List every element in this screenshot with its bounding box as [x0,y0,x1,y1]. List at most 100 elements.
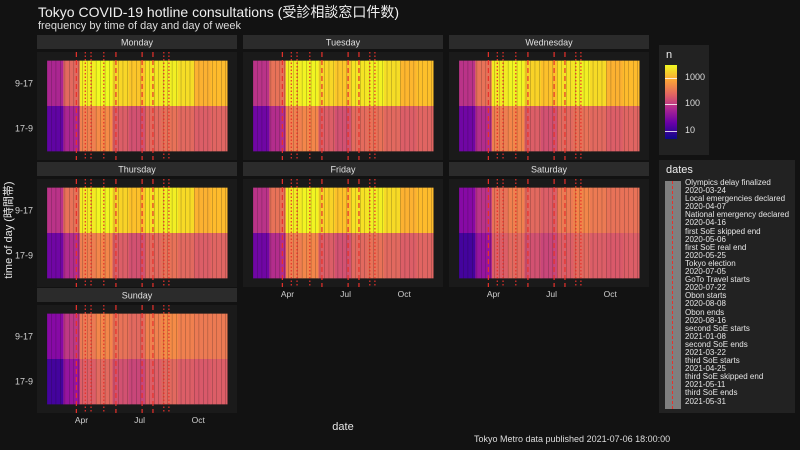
heat-cell [79,233,97,279]
heat-cell [524,187,542,233]
heat-cell [96,187,113,233]
heat-cell [145,359,163,405]
heat-cell [491,233,509,279]
heat-cell [128,60,146,106]
heat-cell [540,106,558,152]
x-tick-label: Oct [192,415,206,425]
y-tick-label: 9-17 [15,331,33,341]
facet-strip-label: Friday [330,165,356,175]
heat-cell [367,60,385,106]
dates-legend-date: 2020-08-16 [685,315,726,325]
y-tick-label: 9-17 [15,205,33,215]
heat-cell [285,187,303,233]
heat-cell [253,233,270,279]
heat-cell [573,60,591,106]
fill-legend-tick-label: 10 [685,124,696,135]
heat-cell [589,106,607,152]
facet-strip-label: Tuesday [326,38,361,48]
heat-cell [383,233,401,279]
dates-legend-label: second SoE starts [685,323,750,333]
heat-cell [177,106,195,152]
heat-cell [79,106,97,152]
dates-legend-date: 2021-04-25 [685,364,726,374]
facet-sunday: Sunday 9-17 17-9 Apr Jul Oct [15,288,237,425]
heat-cell [47,187,64,233]
heat-cell [573,106,591,152]
heat-cell [557,233,575,279]
heat-cell [334,233,352,279]
dates-legend-date: 2020-04-16 [685,218,726,228]
heat-cell [302,187,319,233]
heat-cell [269,187,287,233]
dates-legend-date: 2021-01-08 [685,331,726,341]
heat-cell [589,187,607,233]
dates-legend-label: Olympics delay finalized [685,178,771,187]
heat-cell [210,106,228,152]
x-tick-label: Apr [487,289,500,299]
dates-legend-date: 2020-07-22 [685,283,726,293]
heat-cell [400,106,418,152]
facet-strip-label: Wednesday [525,38,573,48]
heat-cell [334,106,352,152]
dates-legend-date: 2020-07-05 [685,267,726,277]
heat-cell [383,106,401,152]
fill-legend-tick-mark [665,104,677,106]
heat-cell [253,60,270,106]
heat-cell [269,106,287,152]
heat-cell [63,233,81,279]
heat-cell [194,313,212,359]
heat-cell [508,60,525,106]
heat-cell [302,233,319,279]
heat-cell [128,187,146,233]
heat-cell [540,233,558,279]
heat-cell [557,106,575,152]
heat-cell [416,187,434,233]
fill-legend-tick-mark [665,77,677,79]
heat-cell [161,106,179,152]
heat-cell [475,106,493,152]
heat-cell [508,187,525,233]
heat-cell [400,187,418,233]
fill-legend-colorbar [665,65,677,139]
heat-cell [491,60,509,106]
heat-cell [318,187,336,233]
heat-cell [63,313,81,359]
heat-cell [383,60,401,106]
heat-cell [589,60,607,106]
dates-legend-label: Local emergencies declared [685,194,786,204]
heat-cell [96,359,113,405]
heat-cell [302,60,319,106]
chart-title: Tokyo COVID-19 hotline consultations (受診… [38,4,399,20]
heat-cell [210,187,228,233]
heat-cell [177,313,195,359]
heat-cell [573,233,591,279]
heat-cell [63,60,81,106]
heat-cell [269,233,287,279]
dates-legend-label: Obon starts [685,291,727,301]
heat-cell [302,106,319,152]
fill-legend-tick-label: 100 [685,98,701,109]
heat-cell [459,106,476,152]
dates-legend-date: 2020-04-07 [685,202,726,212]
heat-cell [79,359,97,405]
y-tick-label: 17-9 [15,377,33,387]
heat-cell [400,60,418,106]
heat-cell [557,187,575,233]
heat-cell [145,313,163,359]
heat-cell [145,233,163,279]
facet-thursday: Thursday 9-17 17-9 [15,162,237,287]
heat-cell [112,233,130,279]
dates-legend-label: Obon ends [685,307,725,317]
heat-cell [79,313,97,359]
heat-cell [112,313,130,359]
x-tick-label: Apr [281,289,294,299]
heat-cell [177,60,195,106]
dates-legend-date: 2020-03-24 [685,186,726,196]
dates-legend-items: Olympics delay finalized 2020-03-24 Local … [685,178,789,406]
heat-cell [112,187,130,233]
y-tick-label: 17-9 [15,124,33,134]
fill-legend-tick-mark [665,130,677,132]
heat-cell [210,233,228,279]
dates-legend-date: 2020-05-06 [685,234,726,244]
